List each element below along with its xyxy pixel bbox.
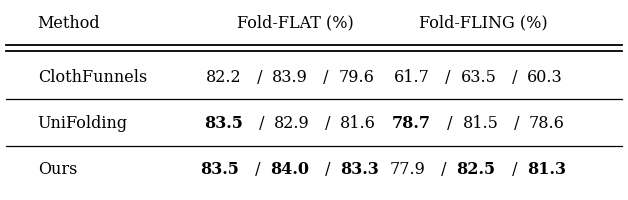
Text: /: / [440,68,456,86]
Text: 61.7: 61.7 [394,68,430,86]
Text: 63.5: 63.5 [460,68,496,86]
Text: 82.2: 82.2 [206,68,241,86]
Text: 78.7: 78.7 [392,114,431,132]
Text: /: / [254,114,269,132]
Text: 60.3: 60.3 [527,68,563,86]
Text: /: / [507,68,522,86]
Text: UniFolding: UniFolding [38,114,128,132]
Text: /: / [250,160,266,178]
Text: 83.5: 83.5 [200,160,239,178]
Text: /: / [509,114,524,132]
Text: 83.9: 83.9 [272,68,308,86]
Text: 81.6: 81.6 [340,114,376,132]
Text: /: / [436,160,452,178]
Text: 78.6: 78.6 [529,114,565,132]
Text: /: / [442,114,458,132]
Text: Fold-FLAT (%): Fold-FLAT (%) [237,15,354,31]
Text: 81.5: 81.5 [462,114,498,132]
Text: /: / [320,160,336,178]
Text: 83.3: 83.3 [340,160,379,178]
Text: 81.3: 81.3 [527,160,566,178]
Text: 77.9: 77.9 [390,160,426,178]
Text: ClothFunnels: ClothFunnels [38,68,147,86]
Text: 83.5: 83.5 [203,114,242,132]
Text: /: / [252,68,268,86]
Text: 79.6: 79.6 [338,68,374,86]
Text: Ours: Ours [38,160,77,178]
Text: 82.9: 82.9 [274,114,310,132]
Text: Method: Method [38,15,100,31]
Text: 84.0: 84.0 [270,160,309,178]
Text: /: / [318,68,333,86]
Text: 82.5: 82.5 [457,160,495,178]
Text: Fold-FLING (%): Fold-FLING (%) [420,15,548,31]
Text: /: / [507,160,522,178]
Text: /: / [320,114,336,132]
